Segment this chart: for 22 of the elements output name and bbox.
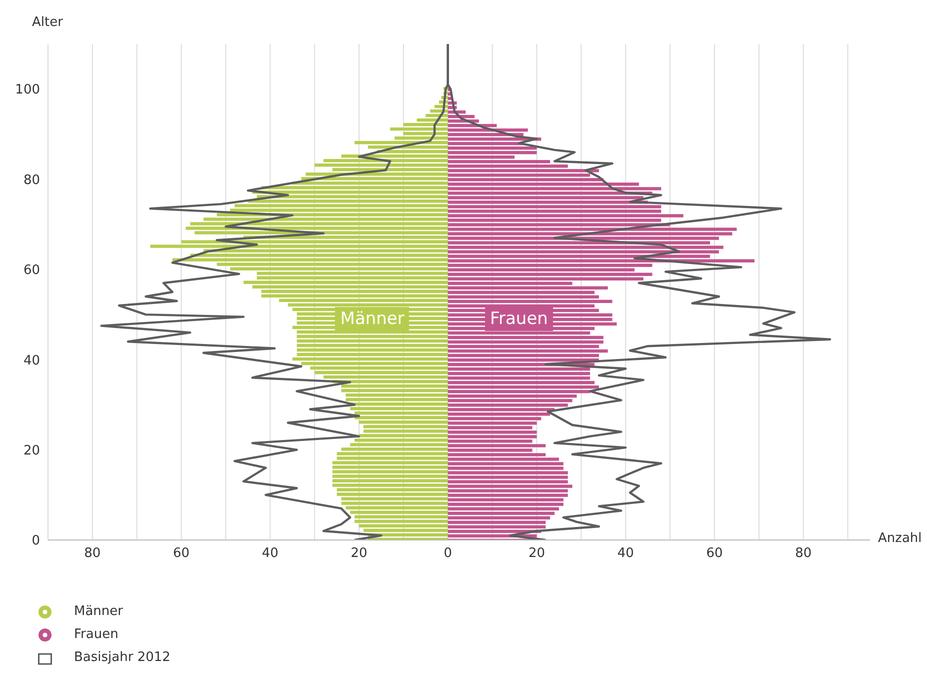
y-axis-title: Alter [32,15,63,30]
y-tick-label: 40 [23,353,40,368]
x-tick-label: 60 [706,546,723,562]
y-tick-label: 0 [32,534,40,549]
x-axis-title: Anzahl [878,531,922,546]
x-tick-label: 20 [528,546,546,562]
legend-label: Männer [74,604,124,619]
legend-label: Basisjahr 2012 [74,650,170,665]
x-tick-label: 60 [173,546,190,562]
y-tick-label: 60 [23,263,40,278]
text: Männer [340,309,404,330]
text: Frauen [490,309,548,330]
x-tick-label: 0 [444,546,452,562]
x-tick-label: 40 [617,546,634,562]
legend-label: Frauen [74,627,118,642]
y-tick-label: 20 [23,443,40,458]
x-tick-label: 80 [84,546,101,562]
y-tick-label: 80 [23,172,40,188]
x-tick-label: 20 [350,546,368,562]
y-tick-label: 100 [15,82,40,98]
x-tick-label: 40 [262,546,278,562]
x-tick-label: 80 [795,546,812,562]
